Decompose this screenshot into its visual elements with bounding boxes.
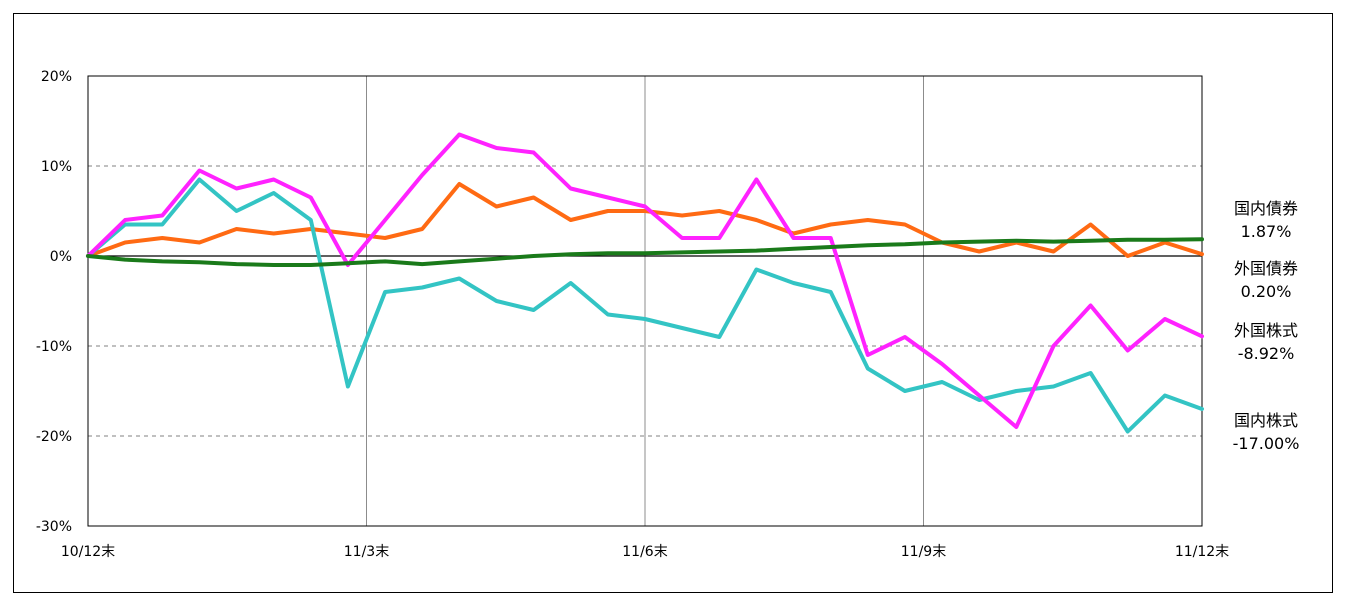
x-tick-label: 11/9末 (901, 544, 946, 560)
x-axis-tick-labels: 10/12末 11/3末 11/6末 11/9末 11/12末 (61, 544, 1229, 560)
series-value-label: -8.92% (1238, 344, 1295, 363)
x-tick-label: 11/12末 (1175, 544, 1229, 560)
series-line-2 (86, 132, 1204, 429)
y-tick-label: -10% (36, 339, 72, 355)
x-tick-label: 11/6末 (622, 544, 667, 560)
y-tick-label: 0% (50, 249, 72, 265)
x-tick-label: 10/12末 (61, 544, 115, 560)
series-value-label: -17.00% (1233, 434, 1300, 453)
y-tick-label: -30% (36, 519, 72, 535)
y-tick-label: 20% (41, 69, 72, 85)
y-tick-label: 10% (41, 159, 72, 175)
chart-frame: 20% 10% 0% -10% -20% -30% 10/12末 11/3末 11/6末 11/… (13, 13, 1333, 593)
y-axis-tick-labels: 20% 10% 0% -10% -20% -30% (36, 69, 72, 535)
series-line-3 (86, 177, 1204, 434)
series-name-label: 国内株式 (1234, 411, 1298, 430)
series-value-label: 0.20% (1241, 282, 1292, 301)
series-name-label: 外国株式 (1234, 321, 1298, 340)
series-lines (86, 132, 1204, 434)
series-value-label: 1.87% (1241, 222, 1292, 241)
series-line-0 (86, 237, 1204, 267)
y-tick-label: -20% (36, 429, 72, 445)
x-tick-label: 11/3末 (344, 544, 389, 560)
series-name-label: 国内債券 (1234, 199, 1298, 218)
grid-lines (88, 76, 1202, 526)
series-end-labels: 国内債券 1.87% 外国債券 0.20% 外国株式 -8.92% 国内株式 -17.00% (1233, 199, 1300, 453)
plot-area-border (87, 75, 1203, 527)
series-name-label: 外国債券 (1234, 259, 1298, 278)
line-chart: 20% 10% 0% -10% -20% -30% 10/12末 11/3末 11/6末 11/… (36, 69, 1300, 560)
